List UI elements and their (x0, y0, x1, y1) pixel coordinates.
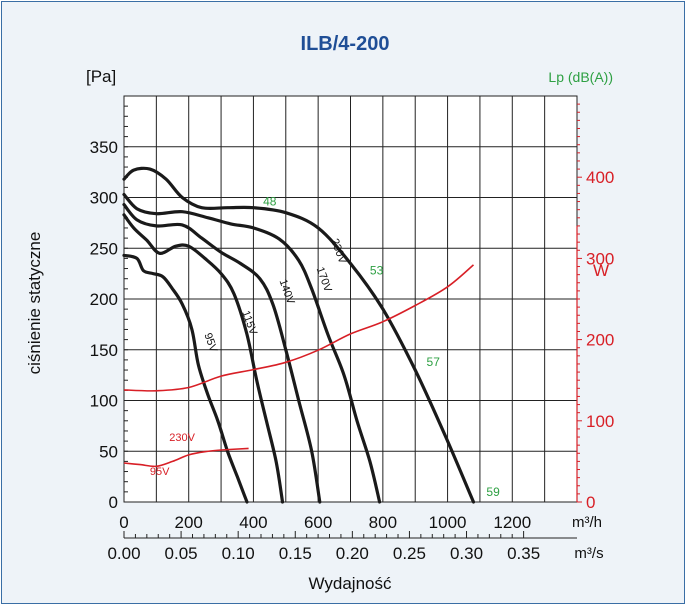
noise-label: 57 (427, 355, 441, 369)
x-axis-unit: m³/h (572, 514, 602, 531)
noise-unit: Lp (dB(A)) (548, 69, 613, 85)
x2-tick-label: 0.30 (450, 544, 483, 563)
y-tick-label: 150 (90, 341, 118, 360)
y-tick-label: 350 (90, 138, 118, 157)
x2-tick-label: 0.20 (336, 544, 369, 563)
y-tick-label: 300 (90, 189, 118, 208)
series-line-115V (122, 213, 285, 504)
x-tick-label: 0 (119, 513, 128, 532)
noise-label: 59 (486, 485, 500, 499)
x2-tick-label: 0.10 (222, 544, 255, 563)
y2-tick-label: 0 (586, 493, 595, 512)
y-axis-label: ciśnienie statyczne (25, 232, 44, 375)
x2-tick-label: 0.25 (393, 544, 426, 563)
x-axis-label: Wydajność (309, 574, 392, 593)
x-tick-label: 200 (175, 513, 203, 532)
y2-tick-label: 400 (586, 168, 614, 187)
power-label-95V: 95V (150, 466, 170, 478)
x2-tick-label: 0.00 (107, 544, 140, 563)
y2-tick-label: 300 (586, 249, 614, 268)
series-line-170V (122, 192, 382, 504)
series-line-140V (122, 203, 322, 504)
x2-tick-label: 0.35 (507, 544, 540, 563)
y-axis-unit: [Pa] (86, 67, 116, 86)
power-line-230V (123, 264, 475, 392)
y2-tick-label: 100 (586, 412, 614, 431)
x2-axis-unit: m³/s (574, 545, 603, 562)
grid (123, 95, 582, 539)
y-tick-label: 100 (90, 392, 118, 411)
x-tick-label: 600 (304, 513, 332, 532)
series-line-230V (122, 166, 476, 504)
y-tick-label: 250 (90, 239, 118, 258)
x2-tick-label: 0.15 (279, 544, 312, 563)
noise-label: 48 (263, 195, 277, 209)
x2-tick-label: 0.05 (165, 544, 198, 563)
y-tick-label: 200 (90, 290, 118, 309)
y2-tick-label: 200 (586, 331, 614, 350)
power-label-230V: 230V (169, 432, 195, 444)
power-unit: W (593, 261, 609, 280)
y-tick-label: 0 (109, 493, 118, 512)
y-tick-label: 50 (99, 442, 118, 461)
x-tick-label: 1200 (493, 513, 531, 532)
x-tick-label: 1000 (429, 513, 467, 532)
chart-title: ILB/4-200 (301, 33, 390, 55)
x-tick-label: 400 (239, 513, 267, 532)
power-line-95V (123, 447, 249, 468)
noise-label: 53 (370, 264, 384, 278)
x-tick-label: 800 (369, 513, 397, 532)
